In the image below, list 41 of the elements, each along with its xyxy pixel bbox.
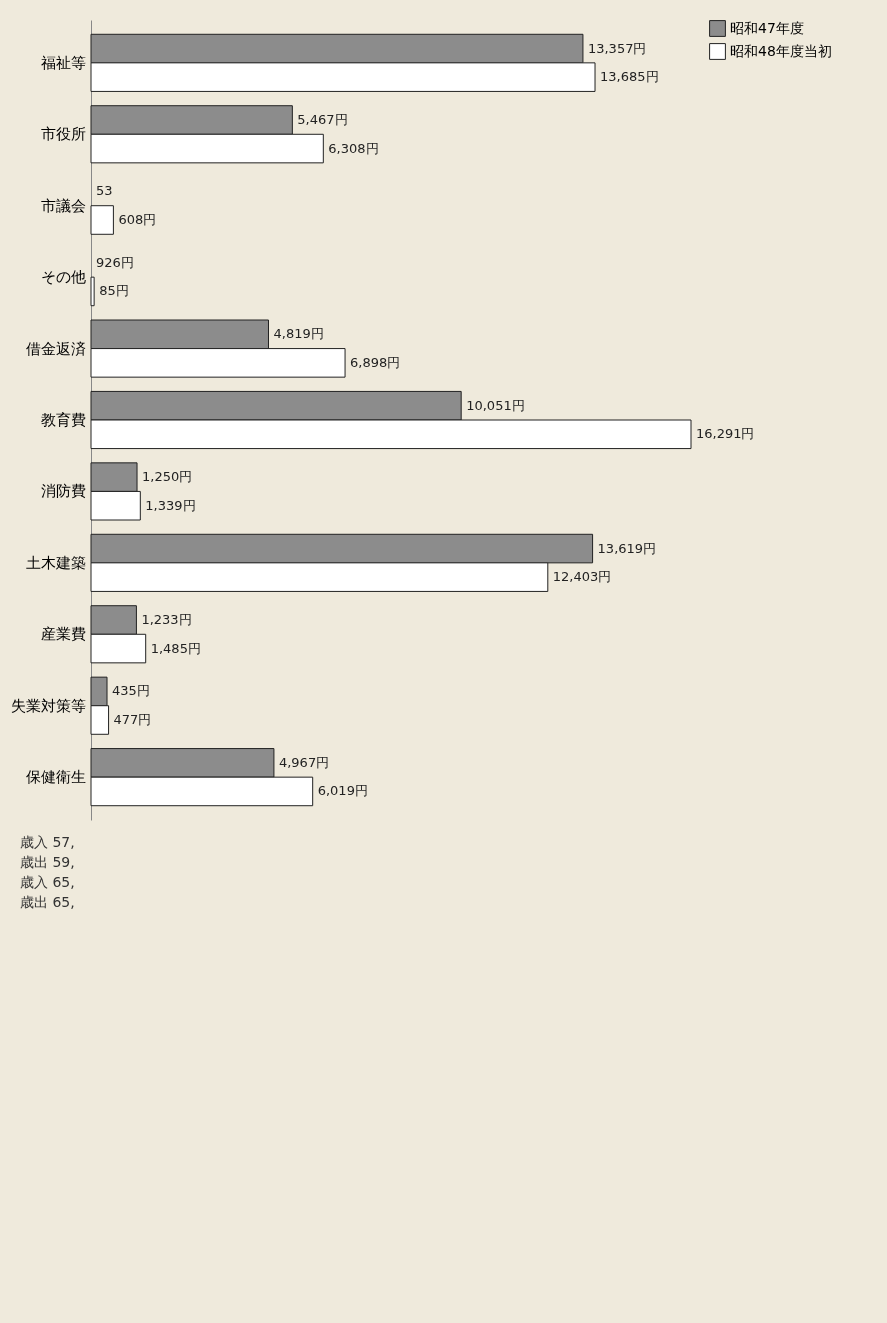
data-label: 13,619円 <box>597 540 657 556</box>
y-tick-label: 消防費 <box>40 482 86 501</box>
text: 926円 <box>96 254 134 270</box>
legend-label: 昭和47年度 <box>730 19 804 36</box>
legend-label: 昭和48年度当初 <box>730 42 832 59</box>
text: 歳入 57, <box>20 834 76 852</box>
data-label: 13,357円 <box>587 40 647 56</box>
text: 歳入 65, <box>20 874 76 892</box>
y-tick-label: 土木建築 <box>25 553 86 572</box>
data-label: 4,967円 <box>278 754 330 770</box>
y-tick-label: 教育費 <box>40 411 86 429</box>
data-label: 435円 <box>112 683 150 699</box>
y-tick-label: 市役所 <box>40 125 86 144</box>
data-label: 4,819円 <box>273 326 324 342</box>
data-label: 13,685円 <box>600 69 659 85</box>
data-label: 6,898円 <box>350 354 401 370</box>
data-label: 16,291円 <box>696 426 755 442</box>
data-label: 5,467円 <box>297 112 348 127</box>
y-tick-label: 借金返済 <box>25 339 86 358</box>
y-tick-label: 福祉等 <box>40 53 86 72</box>
data-label: 1,233円 <box>141 612 192 627</box>
y-tick-label: その他 <box>40 268 86 287</box>
data-label: 6,308円 <box>328 140 379 156</box>
y-tick-label: 市議会 <box>40 196 86 215</box>
data-label: 10,051円 <box>466 397 525 413</box>
data-label: 608円 <box>118 212 157 227</box>
bar <box>90 276 95 307</box>
data-label: 477円 <box>113 712 152 727</box>
y-tick-label: 失業対策等 <box>10 696 86 715</box>
data-label: 1,250円 <box>142 469 193 485</box>
text: 53 <box>96 183 113 199</box>
data-label: 6,019円 <box>317 783 368 799</box>
text: 歳出 65, <box>20 894 76 912</box>
data-label: 1,485円 <box>150 640 201 656</box>
data-label: 85円 <box>99 283 129 299</box>
y-tick-label: 保健衛生 <box>25 768 86 787</box>
bar <box>90 205 114 235</box>
data-label: 12,403円 <box>552 569 612 585</box>
text: 歳出 59, <box>20 854 76 872</box>
y-tick-label: 産業費 <box>40 625 86 644</box>
data-label: 1,339円 <box>145 497 196 513</box>
